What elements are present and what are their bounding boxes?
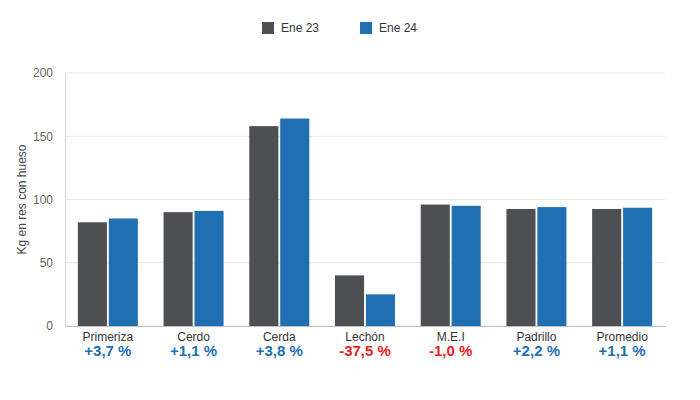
bars: [78, 119, 652, 326]
grid-line: [65, 326, 665, 327]
y-tick: 150: [33, 130, 65, 144]
annotation: +1,1 %: [599, 342, 646, 359]
series-bars: [78, 126, 621, 326]
bar: [506, 209, 535, 326]
y-tick-label: 150: [33, 130, 53, 144]
bar: [366, 294, 395, 326]
y-tick-label: 50: [40, 256, 54, 270]
bar: [280, 119, 309, 326]
y-tick-label: 0: [46, 319, 53, 333]
bar: [421, 205, 450, 326]
y-axis-line: [65, 74, 66, 327]
legend-swatch: [360, 22, 372, 34]
bar: [78, 222, 107, 326]
annotation: +2,2 %: [513, 342, 560, 359]
annotation: +3,7 %: [84, 342, 131, 359]
annotation: +3,8 %: [256, 342, 303, 359]
grid-line: [65, 136, 665, 137]
legend: Ene 23 Ene 24: [262, 21, 417, 35]
annotation: -37,5 %: [339, 342, 391, 359]
legend-label: Ene 23: [281, 21, 319, 35]
grid-line: [65, 262, 665, 263]
legend-item: Ene 24: [360, 21, 417, 35]
bar: [194, 211, 223, 326]
legend-item: Ene 23: [262, 21, 319, 35]
series-bars: [109, 119, 652, 326]
y-tick: 50: [40, 256, 65, 270]
bar: [164, 212, 193, 326]
annotations: +3,7 % +1,1 % +3,8 % -37,5 % -1,0 % +2,2 % +1,…: [84, 342, 645, 359]
bar: [592, 209, 621, 326]
chart: 0 50 100 150 200 PrimerizaCerdoCerdaLechónM.E…: [0, 0, 700, 400]
legend-label: Ene 24: [379, 21, 417, 35]
grid-line: [65, 73, 665, 74]
y-tick-label: 200: [33, 66, 53, 80]
legend-swatch: [262, 22, 274, 34]
y-tick-label: 100: [33, 193, 53, 207]
y-tick: 0: [46, 319, 65, 333]
grid-line: [65, 199, 665, 200]
y-axis: 0 50 100 150 200: [33, 66, 66, 333]
bar: [537, 207, 566, 326]
bar: [335, 275, 364, 326]
grid: [65, 73, 665, 326]
y-axis-title: Kg en res con hueso: [15, 144, 29, 254]
bar: [623, 208, 652, 326]
bar: [249, 126, 278, 326]
annotation: +1,1 %: [170, 342, 217, 359]
bar: [109, 218, 138, 326]
annotation: -1,0 %: [429, 342, 472, 359]
x-axis: PrimerizaCerdoCerdaLechónM.E.IPadrilloPr…: [66, 327, 666, 344]
y-tick: 100: [33, 193, 65, 207]
bar: [452, 206, 481, 326]
x-axis-line: [66, 326, 666, 327]
y-tick: 200: [33, 66, 65, 80]
